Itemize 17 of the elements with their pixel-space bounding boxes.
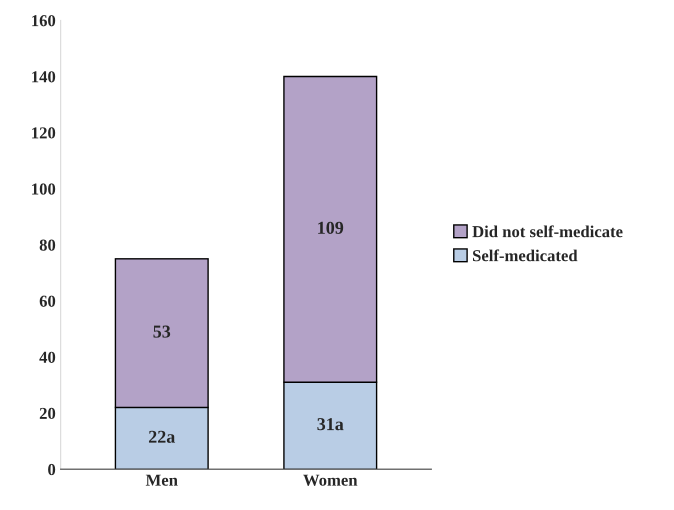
x-tick-label: Men xyxy=(146,474,178,486)
y-tick-label: 60 xyxy=(40,296,56,307)
y-tick-label: 120 xyxy=(32,127,56,139)
y-tick-label: 160 xyxy=(32,15,56,26)
y-tick-label: 140 xyxy=(32,71,56,82)
legend-label: Did not self-medicate xyxy=(472,225,623,238)
data-label: 109 xyxy=(318,222,344,234)
y-tick-label: 40 xyxy=(39,352,56,363)
data-label: 53 xyxy=(153,326,170,338)
y-tick-label: 0 xyxy=(48,464,56,476)
data-label: 31a xyxy=(317,418,344,430)
y-tick-label: 80 xyxy=(40,240,56,251)
y-tick-label: 100 xyxy=(32,183,56,195)
legend-label: Self-medicated xyxy=(472,249,578,262)
data-label: 22a xyxy=(148,430,176,443)
y-tick-label: 20 xyxy=(40,408,56,420)
x-tick-label: Women xyxy=(303,474,358,486)
